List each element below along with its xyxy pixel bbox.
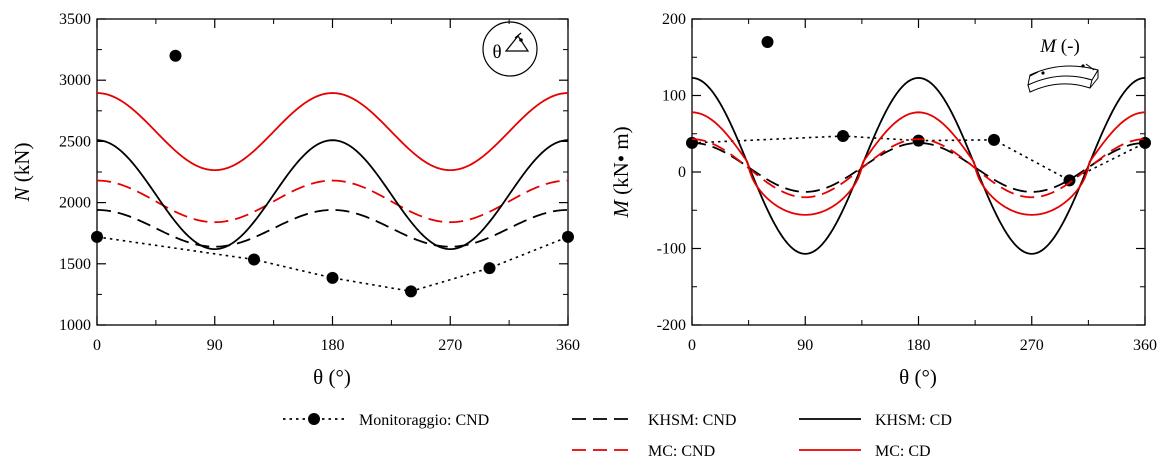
inset-dot: [1041, 71, 1045, 75]
data-point-monitoraggio-cnd: [169, 49, 182, 62]
legend-item-mc-cnd: MC: CND: [572, 443, 715, 460]
legend-label: MC: CND: [648, 443, 715, 460]
plot-frame: [691, 18, 1146, 326]
x-axis-label: θ (°): [899, 365, 937, 389]
legend-label: KHSM: CD: [875, 412, 952, 429]
data-point-monitoraggio-cnd: [988, 133, 1000, 146]
series-line-mc-cnd: [691, 138, 1146, 199]
series-line-mc-cnd: [96, 179, 569, 224]
y-tick-label: 2500: [59, 133, 91, 150]
y-tick-label: 2000: [59, 195, 91, 212]
series-line-khsm-cnd: [691, 142, 1146, 193]
series-line-monitoraggio-cnd: [96, 236, 569, 293]
series-line-monitoraggio-cnd: [691, 135, 1146, 182]
data-point-monitoraggio-cnd: [326, 271, 339, 284]
inset-circle: [482, 21, 538, 77]
x-tick-label: 180: [321, 337, 345, 354]
inset-dot: [1081, 64, 1085, 68]
x-tick-label: 0: [93, 337, 101, 354]
inset-segment-icon: [1027, 65, 1099, 93]
legend: Monitoraggio: CND KHSM: CND KHSM: CD MC: CN…: [283, 412, 952, 460]
y-tick-label: -200: [657, 317, 686, 334]
data-point-monitoraggio-cnd: [483, 262, 496, 275]
y-tick-label: 0: [678, 164, 686, 181]
inset-moment-label: M (-): [1039, 36, 1080, 57]
x-tick-label: 270: [438, 337, 462, 354]
x-tick-label: 360: [556, 337, 580, 354]
inset-arrows-icon: [1029, 63, 1095, 77]
legend-label: KHSM: CND: [648, 412, 736, 429]
inset-theta-label: θ: [492, 42, 501, 63]
y-tick-label: 100: [662, 88, 686, 105]
inset-dot: [519, 38, 523, 42]
legend-item-monitoraggio-cnd: Monitoraggio: CND: [283, 412, 489, 429]
legend-label: Monitoraggio: CND: [359, 412, 489, 429]
x-tick-label: 0: [688, 337, 696, 354]
y-tick-label: 3500: [59, 11, 91, 28]
series-group: [686, 35, 1151, 255]
data-point-monitoraggio-cnd: [91, 230, 103, 243]
y-axis-label: M (kN• m): [609, 126, 633, 218]
legend-label: MC: CD: [875, 443, 931, 460]
data-point-monitoraggio-cnd: [405, 285, 417, 298]
series-line-mc-cd: [691, 111, 1146, 216]
legend-item-khsm-cnd: KHSM: CND: [572, 412, 736, 429]
data-point-monitoraggio-cnd: [912, 134, 925, 147]
x-axis-label: θ (°): [313, 365, 351, 389]
data-point-monitoraggio-cnd: [248, 253, 260, 266]
moment-inset: M (-): [1027, 36, 1099, 93]
series-group: [91, 49, 574, 298]
series-line-khsm-cd: [96, 139, 569, 251]
legend-marker: [308, 413, 320, 425]
theta-inset: θ: [482, 21, 538, 77]
y-tick-label: -100: [657, 241, 686, 258]
series-line-khsm-cd: [691, 77, 1146, 255]
legend-item-khsm-cd: KHSM: CD: [799, 412, 952, 429]
x-tick-label: 180: [907, 337, 931, 354]
y-tick-label: 1000: [59, 317, 91, 334]
axial-force-chart: 0 90 180 270 360 1000 1500 2000 2500 3000 3500 θ …: [10, 11, 580, 389]
series-line-mc-cd: [96, 92, 569, 172]
x-tick-label: 360: [1133, 337, 1157, 354]
data-point-monitoraggio-cnd: [1063, 174, 1076, 187]
bending-moment-chart: 0 90 180 270 360 -200 -100 0 100 200 θ (°) M (kN…: [609, 11, 1157, 389]
data-point-monitoraggio-cnd: [761, 35, 774, 48]
y-axis-label: N (kN): [10, 143, 34, 203]
series-line-khsm-cnd: [96, 209, 569, 248]
x-tick-label: 90: [207, 337, 223, 354]
x-tick-label: 270: [1020, 337, 1044, 354]
y-tick-label: 200: [662, 11, 686, 28]
y-tick-label: 1500: [59, 256, 91, 273]
x-tick-label: 90: [797, 337, 813, 354]
legend-item-mc-cd: MC: CD: [799, 443, 931, 460]
data-point-monitoraggio-cnd: [562, 230, 574, 243]
data-point-monitoraggio-cnd: [837, 130, 849, 143]
y-tick-label: 3000: [59, 72, 91, 89]
inset-angle-icon: [504, 32, 530, 52]
